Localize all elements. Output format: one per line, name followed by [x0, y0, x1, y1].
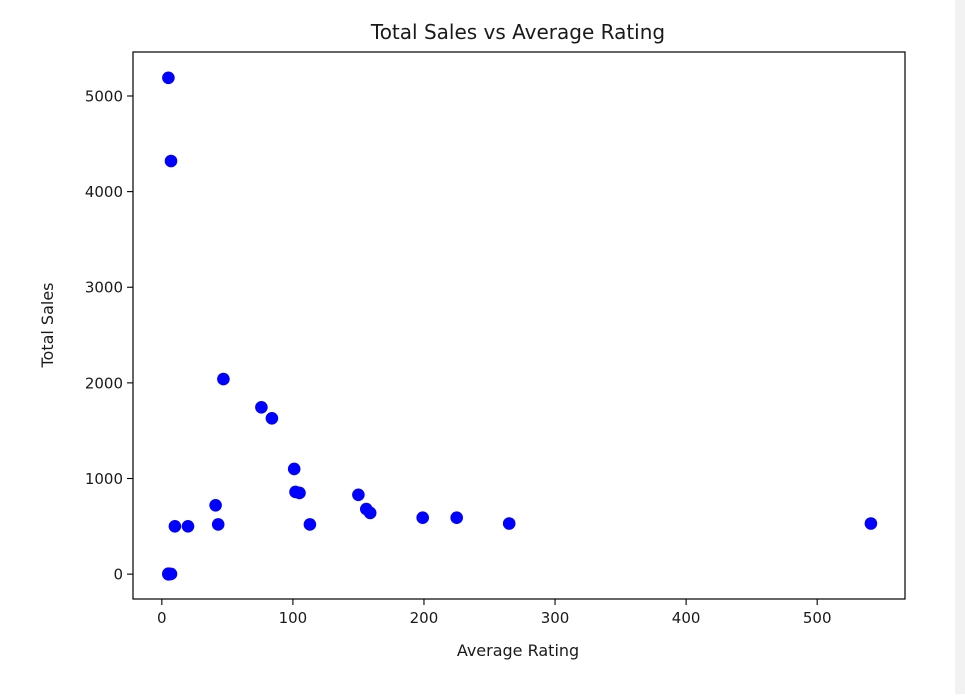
data-point-3	[255, 401, 268, 414]
data-point-8	[352, 488, 365, 502]
data-point-13	[450, 511, 464, 524]
data-point-11	[363, 506, 377, 520]
y-tick-label: 5000	[85, 87, 123, 105]
data-point-1	[164, 154, 178, 168]
data-point-0	[162, 71, 175, 85]
y-axis-ticks: 0 1000 2000 3000 4000 5000	[85, 87, 133, 584]
y-tick-label: 2000	[85, 374, 123, 392]
x-tick-label: 100	[279, 609, 308, 627]
data-point-15	[864, 517, 878, 530]
plot-area-frame	[132, 51, 906, 600]
chart-title: Total Sales vs Average Rating	[370, 20, 665, 44]
y-axis-label: Total Sales	[38, 282, 57, 368]
data-point-5	[287, 462, 301, 476]
y-tick-label: 1000	[85, 470, 123, 488]
y-tick-label: 4000	[85, 183, 123, 201]
data-point-23	[162, 568, 175, 581]
data-point-19	[181, 520, 195, 533]
data-point-2	[217, 372, 230, 386]
x-tick-label: 500	[803, 609, 832, 627]
y-tick-label: 3000	[85, 279, 123, 297]
data-point-9	[209, 499, 222, 512]
x-tick-label: 400	[672, 609, 701, 627]
x-axis-ticks: 0 100 200 300 400 500	[157, 599, 832, 627]
data-point-7	[293, 486, 306, 500]
scrollbar-gutter	[955, 0, 965, 694]
data-point-16	[303, 518, 317, 531]
x-tick-label: 300	[541, 609, 570, 627]
y-tick-label: 0	[113, 566, 123, 584]
data-point-18	[168, 520, 182, 533]
x-tick-label: 0	[157, 609, 167, 627]
data-point-14	[502, 517, 516, 530]
data-point-17	[211, 518, 225, 531]
data-point-12	[416, 511, 430, 524]
data-points	[162, 71, 878, 581]
data-point-4	[265, 412, 279, 425]
x-axis-label: Average Rating	[457, 641, 579, 660]
x-tick-label: 200	[410, 609, 439, 627]
